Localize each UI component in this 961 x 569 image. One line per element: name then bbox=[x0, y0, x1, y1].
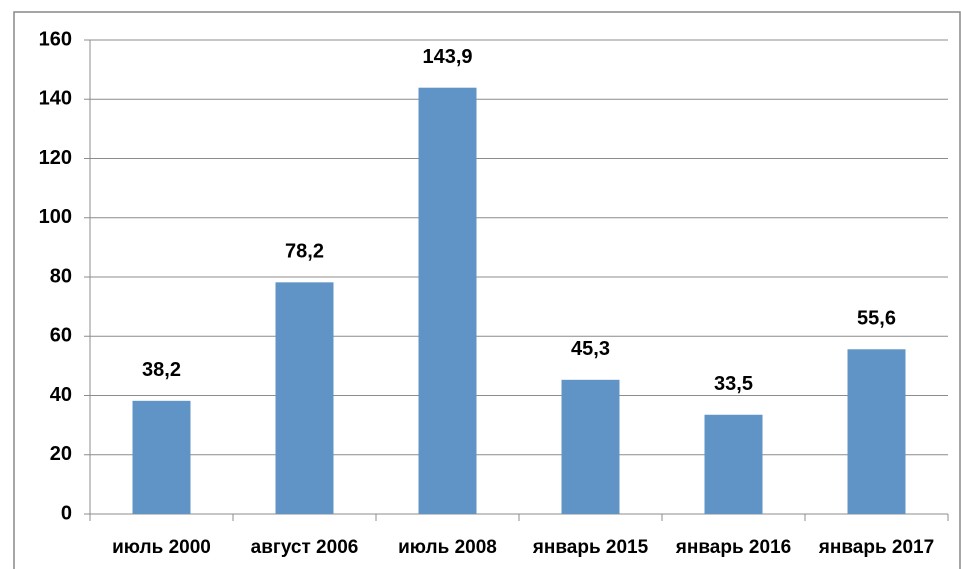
bar bbox=[418, 87, 477, 514]
y-tick-label: 80 bbox=[50, 265, 72, 287]
value-label: 143,9 bbox=[422, 46, 472, 68]
y-tick-label: 0 bbox=[61, 502, 72, 524]
value-label: 78,2 bbox=[285, 241, 324, 263]
y-tick-label: 100 bbox=[39, 206, 72, 228]
x-tick-label: январь 2016 bbox=[675, 537, 791, 558]
bar bbox=[847, 349, 906, 514]
value-label: 45,3 bbox=[571, 338, 610, 360]
bar bbox=[275, 282, 334, 514]
value-label: 38,2 bbox=[142, 359, 181, 381]
x-tick-label: январь 2015 bbox=[532, 537, 649, 558]
bar bbox=[704, 414, 763, 514]
value-label: 55,6 bbox=[857, 308, 896, 330]
y-tick-label: 60 bbox=[50, 325, 72, 347]
value-label: 33,5 bbox=[714, 373, 753, 395]
x-tick-label: январь 2017 bbox=[818, 537, 934, 558]
y-tick-label: 120 bbox=[39, 147, 72, 169]
x-tick-label: июль 2000 bbox=[112, 537, 211, 558]
y-tick-label: 20 bbox=[50, 443, 72, 465]
y-tick-label: 140 bbox=[39, 88, 72, 110]
x-tick-label: август 2006 bbox=[251, 537, 359, 558]
bar bbox=[132, 400, 191, 514]
y-tick-label: 160 bbox=[39, 28, 72, 50]
x-tick-label: июль 2008 bbox=[398, 537, 497, 558]
bar bbox=[561, 379, 620, 514]
y-tick-label: 40 bbox=[50, 384, 72, 406]
chart-frame bbox=[13, 11, 961, 569]
